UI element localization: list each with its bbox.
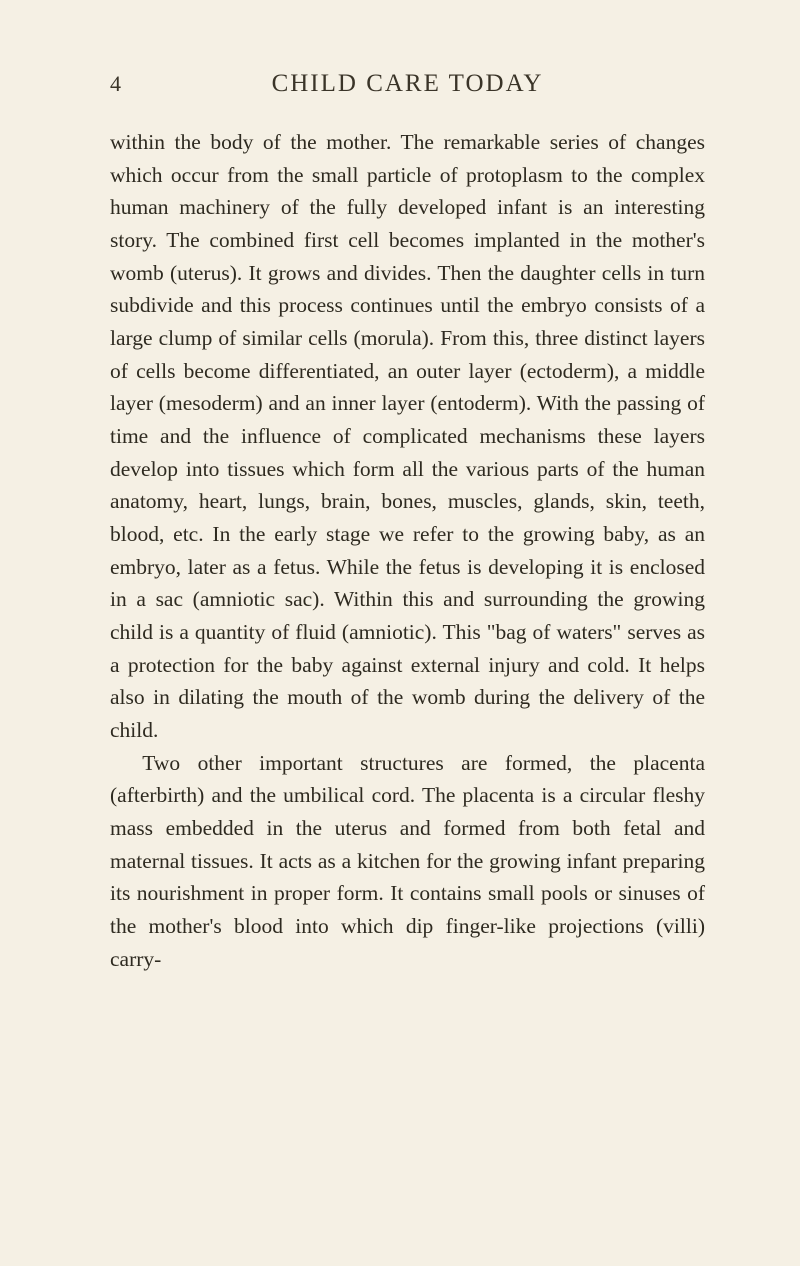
paragraph-1: within the body of the mother. The remar… bbox=[110, 126, 705, 747]
running-title: CHILD CARE TODAY bbox=[110, 70, 705, 98]
page-header: 4 CHILD CARE TODAY bbox=[110, 70, 705, 98]
paragraph-2: Two other important structures are forme… bbox=[110, 747, 705, 976]
body-text: within the body of the mother. The remar… bbox=[110, 126, 705, 975]
